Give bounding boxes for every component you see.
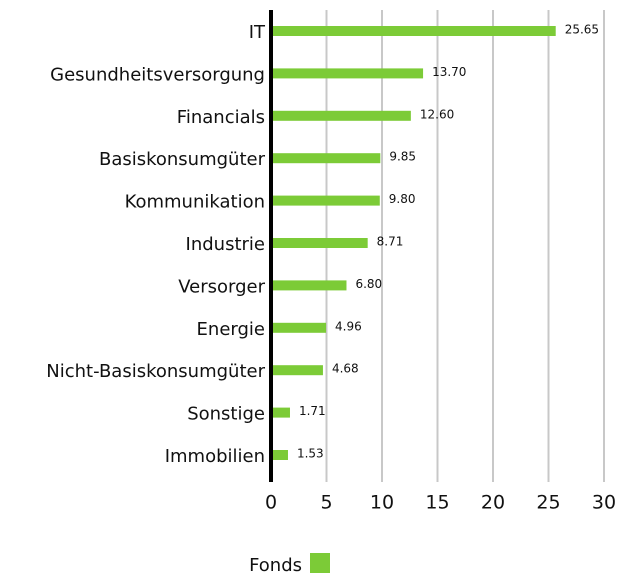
x-tick-label: 25 xyxy=(536,492,560,514)
bar xyxy=(271,153,381,164)
y-tick-label: Industrie xyxy=(186,234,265,255)
bar xyxy=(271,407,290,418)
value-label: 4.96 xyxy=(335,319,362,333)
bar xyxy=(271,26,556,36)
legend-swatch xyxy=(310,553,330,573)
y-tick-label: Energie xyxy=(197,319,265,340)
y-tick-label: Kommunikation xyxy=(125,192,265,213)
x-tick-label: 30 xyxy=(592,492,616,514)
bar xyxy=(271,110,411,121)
x-tick-label: 10 xyxy=(370,492,394,514)
bar xyxy=(271,322,327,333)
bar xyxy=(271,195,380,206)
bar xyxy=(271,365,323,376)
x-tick-label: 15 xyxy=(425,492,449,514)
value-label: 1.71 xyxy=(299,404,326,418)
y-tick-label: IT xyxy=(249,22,266,43)
x-tick-label: 5 xyxy=(320,492,332,514)
bar xyxy=(271,238,368,248)
y-tick-label: Gesundheitsversorgung xyxy=(50,64,265,85)
y-tick-label: Sonstige xyxy=(187,404,265,425)
value-label: 8.71 xyxy=(377,235,404,249)
y-tick-label: Financials xyxy=(177,107,265,128)
value-label: 6.80 xyxy=(355,277,382,291)
y-tick-label: Basiskonsumgüter xyxy=(99,149,266,170)
y-tick-label: Immobilien xyxy=(165,446,265,467)
bar xyxy=(271,68,424,79)
value-label: 1.53 xyxy=(297,447,324,461)
value-label: 4.68 xyxy=(332,362,359,376)
value-label: 25.65 xyxy=(565,23,599,37)
bar xyxy=(271,280,347,291)
value-label: 9.85 xyxy=(389,150,416,164)
value-label: 12.60 xyxy=(420,107,454,121)
x-tick-label: 20 xyxy=(481,492,505,514)
legend-label: Fonds xyxy=(249,555,302,575)
x-tick-label: 0 xyxy=(265,492,277,514)
y-tick-label: Nicht-Basiskonsumgüter xyxy=(46,361,265,382)
value-label: 13.70 xyxy=(432,65,466,79)
y-tick-label: Versorger xyxy=(178,276,265,297)
bar xyxy=(271,450,288,460)
value-label: 9.80 xyxy=(389,192,416,206)
